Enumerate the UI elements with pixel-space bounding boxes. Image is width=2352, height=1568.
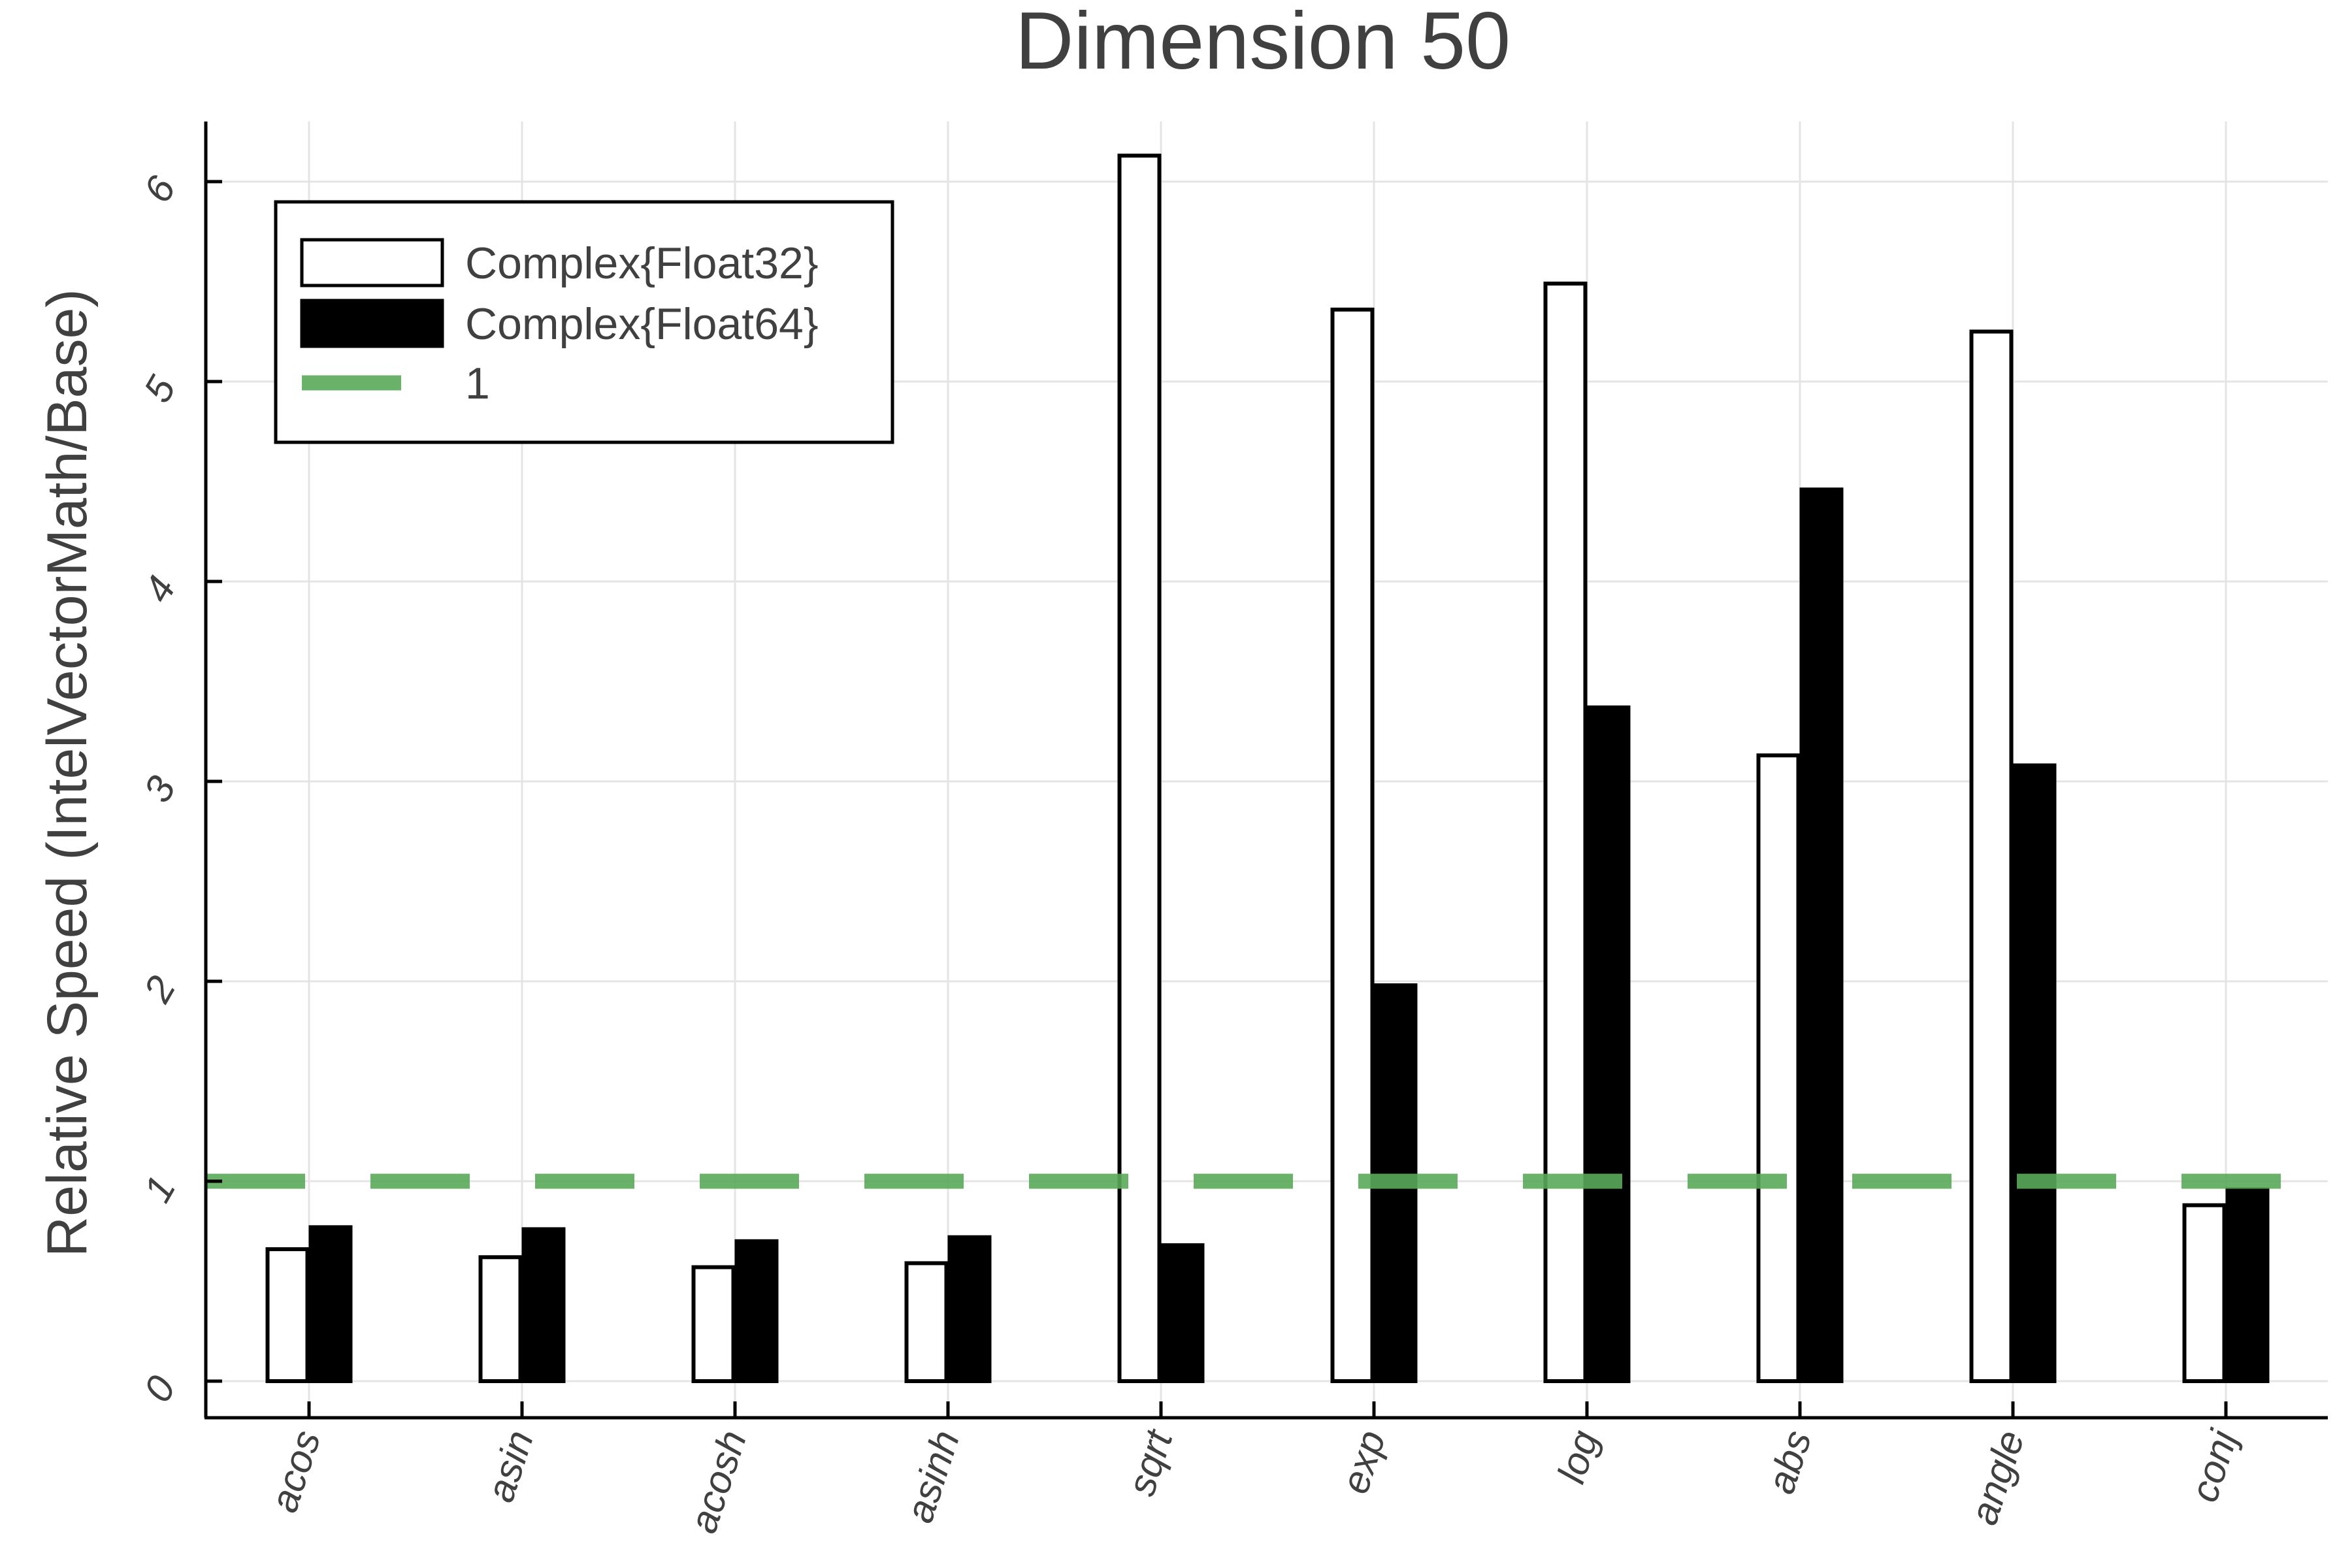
y-tick-label: 6: [135, 169, 184, 210]
bar-sqrt-series-2: [1160, 1243, 1205, 1384]
legend-swatch-float64: [300, 299, 444, 348]
bar-exp-series-1: [1330, 307, 1375, 1384]
legend-label-hline: 1: [465, 359, 490, 408]
bar-asinh-series-1: [904, 1261, 949, 1383]
bar-conj-series-2: [2225, 1187, 2270, 1383]
bar-asin-series-1: [478, 1255, 523, 1384]
bar-asinh-series-2: [947, 1235, 992, 1384]
legend-label-float64: Complex{Float64}: [465, 299, 819, 349]
x-tick-label-sqrt: sqrt: [1119, 1424, 1181, 1501]
x-tick-label-log: log: [1549, 1425, 1607, 1488]
x-tick-label-acosh: acosh: [681, 1425, 755, 1538]
bar-log-series-2: [1586, 705, 1631, 1383]
bar-asin-series-2: [521, 1227, 566, 1383]
x-tick-label-acos: acos: [261, 1425, 329, 1517]
y-tick-label: 4: [135, 569, 184, 610]
bars: [265, 154, 2270, 1384]
y-tick-label: 3: [135, 769, 184, 809]
y-tick-label: 2: [135, 969, 184, 1010]
bar-log-series-1: [1543, 282, 1588, 1383]
bar-angle-series-2: [2012, 763, 2057, 1383]
y-tick-label: 5: [135, 368, 184, 410]
x-tick-label-angle: angle: [1961, 1425, 2033, 1529]
legend: Complex{Float32} Complex{Float64} 1: [274, 200, 894, 444]
x-tick-label-abs: abs: [1759, 1425, 1820, 1499]
x-tick-label-conj: conj: [2182, 1424, 2246, 1507]
y-tick-label: 1: [135, 1169, 184, 1209]
legend-label-float32: Complex{Float32}: [465, 238, 819, 288]
x-tick-label-asin: asin: [478, 1425, 542, 1507]
bar-acosh-series-2: [734, 1239, 779, 1384]
axes: [204, 122, 2328, 1420]
bar-conj-series-1: [2182, 1203, 2227, 1383]
chart-title: Dimension 50: [1015, 0, 1511, 86]
bar-acos-series-2: [308, 1225, 353, 1383]
x-tick-label-asinh: asinh: [897, 1425, 968, 1527]
bar-acos-series-1: [265, 1247, 310, 1384]
legend-swatch-float32: [300, 238, 444, 287]
bar-abs-series-2: [1799, 487, 1844, 1383]
bar-angle-series-1: [1969, 329, 2014, 1383]
bar-acosh-series-1: [691, 1265, 736, 1383]
y-tick-label: 0: [135, 1369, 184, 1409]
bar-abs-series-1: [1756, 753, 1801, 1383]
x-tick-label-exp: exp: [1333, 1425, 1394, 1499]
y-axis-label: Relative Speed (IntelVectorMath/Base): [36, 289, 99, 1257]
bar-sqrt-series-1: [1117, 154, 1162, 1384]
